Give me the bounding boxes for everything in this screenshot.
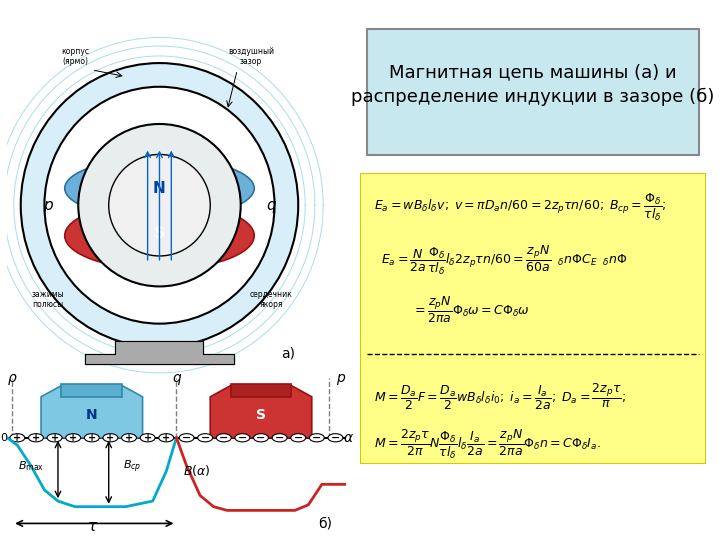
Text: +: + bbox=[88, 433, 96, 443]
Polygon shape bbox=[210, 386, 312, 438]
FancyBboxPatch shape bbox=[360, 173, 706, 464]
Text: +: + bbox=[162, 433, 171, 443]
Text: −: − bbox=[238, 433, 247, 443]
Text: +: + bbox=[107, 433, 114, 443]
Text: −: − bbox=[330, 433, 340, 443]
Circle shape bbox=[109, 154, 210, 256]
Text: τ: τ bbox=[87, 519, 96, 534]
Text: $= \dfrac{z_p N}{2\pi a}\Phi_\delta \omega = C\Phi_\delta \omega$: $= \dfrac{z_p N}{2\pi a}\Phi_\delta \ome… bbox=[412, 295, 530, 325]
Text: −: − bbox=[275, 433, 284, 443]
Text: +: + bbox=[125, 433, 133, 443]
Text: p: p bbox=[336, 371, 345, 385]
Text: +: + bbox=[69, 433, 77, 443]
Text: $B_{cp}$: $B_{cp}$ bbox=[123, 459, 142, 475]
Text: −: − bbox=[219, 433, 228, 443]
Text: p: p bbox=[43, 198, 53, 213]
Circle shape bbox=[235, 434, 250, 442]
Text: −: − bbox=[200, 433, 210, 443]
Bar bbox=[230, 384, 292, 397]
Circle shape bbox=[159, 434, 174, 442]
Text: $M = \dfrac{2z_p\tau}{2\pi}N\dfrac{\Phi_\delta}{\tau l_\delta}l_\delta\dfrac{I_a: $M = \dfrac{2z_p\tau}{2\pi}N\dfrac{\Phi_… bbox=[374, 427, 600, 461]
Text: −: − bbox=[256, 433, 266, 443]
Text: Магнитная цепь машины (а) и
распределение индукции в зазоре (б): Магнитная цепь машины (а) и распределени… bbox=[351, 63, 714, 106]
Ellipse shape bbox=[65, 202, 254, 269]
Text: а): а) bbox=[281, 347, 295, 361]
Text: $E_a = \dfrac{N}{2a}\dfrac{\Phi_\delta}{\tau l_\delta} l_\delta 2z_p \tau n/60 =: $E_a = \dfrac{N}{2a}\dfrac{\Phi_\delta}{… bbox=[381, 244, 627, 277]
Circle shape bbox=[291, 434, 306, 442]
Circle shape bbox=[10, 434, 24, 442]
Circle shape bbox=[103, 434, 118, 442]
Circle shape bbox=[310, 434, 324, 442]
Circle shape bbox=[84, 434, 99, 442]
Text: +: + bbox=[13, 433, 22, 443]
Polygon shape bbox=[85, 341, 234, 364]
Circle shape bbox=[122, 434, 137, 442]
Text: S: S bbox=[256, 408, 266, 422]
Circle shape bbox=[253, 434, 269, 442]
Text: +: + bbox=[50, 433, 58, 443]
Ellipse shape bbox=[21, 63, 298, 347]
Circle shape bbox=[140, 434, 155, 442]
Text: зажимы
полюсы: зажимы полюсы bbox=[32, 290, 64, 309]
Circle shape bbox=[216, 434, 231, 442]
FancyBboxPatch shape bbox=[367, 29, 698, 155]
Polygon shape bbox=[41, 386, 143, 438]
Text: +: + bbox=[32, 433, 40, 443]
Text: q: q bbox=[172, 371, 181, 385]
Circle shape bbox=[198, 434, 212, 442]
Circle shape bbox=[328, 434, 343, 442]
Text: б): б) bbox=[318, 516, 332, 530]
Circle shape bbox=[272, 434, 287, 442]
Ellipse shape bbox=[65, 158, 254, 219]
Text: q: q bbox=[266, 198, 276, 213]
Text: воздушный
зазор: воздушный зазор bbox=[228, 47, 274, 66]
Circle shape bbox=[78, 124, 240, 286]
Circle shape bbox=[179, 434, 194, 442]
Text: N: N bbox=[153, 181, 166, 196]
Text: сердечник
якоря: сердечник якоря bbox=[250, 290, 292, 309]
Text: +: + bbox=[143, 433, 152, 443]
Text: $B_{\rm max}$: $B_{\rm max}$ bbox=[18, 460, 44, 473]
Text: α: α bbox=[344, 431, 353, 445]
Text: S: S bbox=[154, 226, 165, 241]
Text: $E_a = wB_\delta l_\delta v;\; v = \pi D_a n/60 = 2z_p \tau n/60;\; B_{cp} = \df: $E_a = wB_\delta l_\delta v;\; v = \pi D… bbox=[374, 192, 667, 224]
Text: ρ: ρ bbox=[8, 371, 17, 385]
Circle shape bbox=[66, 434, 81, 442]
Circle shape bbox=[29, 434, 43, 442]
Text: −: − bbox=[294, 433, 303, 443]
Ellipse shape bbox=[45, 87, 274, 323]
Text: $M = \dfrac{D_a}{2}F = \dfrac{D_a}{2}wB_\delta l_\delta i_0;\; i_a = \dfrac{I_a}: $M = \dfrac{D_a}{2}F = \dfrac{D_a}{2}wB_… bbox=[374, 382, 626, 413]
Circle shape bbox=[47, 434, 62, 442]
Text: 0: 0 bbox=[0, 433, 7, 443]
Text: −: − bbox=[182, 433, 192, 443]
Text: N: N bbox=[86, 408, 98, 422]
Text: −: − bbox=[312, 433, 322, 443]
Bar bbox=[61, 384, 122, 397]
Text: корпус
(ярмо): корпус (ярмо) bbox=[61, 47, 89, 66]
Text: $B(\alpha)$: $B(\alpha)$ bbox=[183, 463, 211, 478]
